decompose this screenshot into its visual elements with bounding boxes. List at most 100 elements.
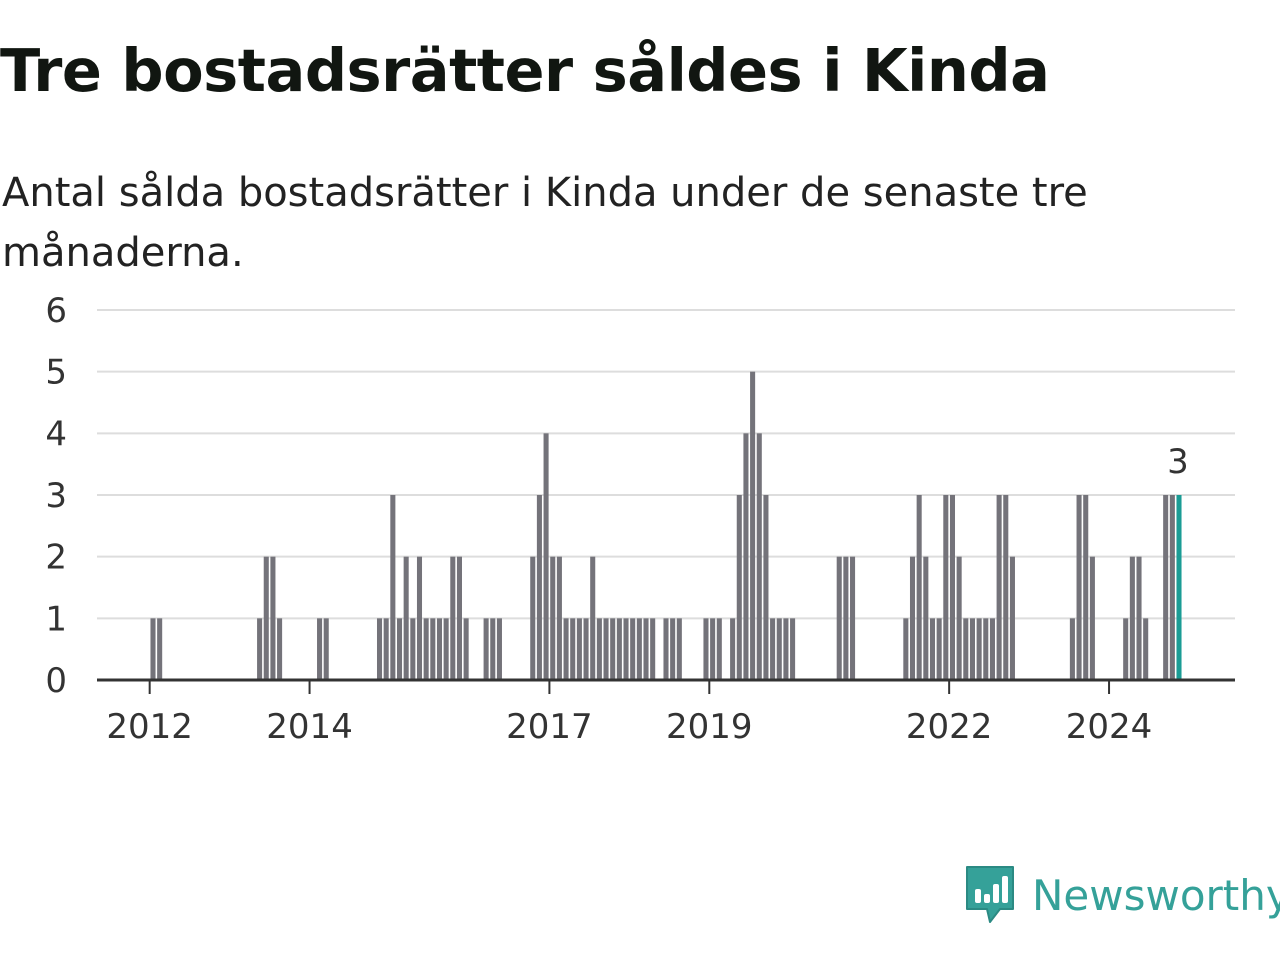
bar [443,618,449,680]
bar [903,618,909,680]
bar [623,618,629,680]
bar [150,618,156,680]
bar [763,495,769,680]
x-tick-label: 2019 [666,707,753,747]
bar [530,556,536,680]
bar [996,495,1002,680]
bar [843,556,849,680]
bar [416,556,423,680]
bar-chart: 0 1 2 3 4 5 6 2012 2014 2017 2019 2022 2024 3 [45,291,1235,747]
bar [1003,495,1009,680]
bar [909,556,916,680]
bar [490,618,496,680]
bar [1129,556,1135,680]
bar [1089,556,1095,680]
bar [923,556,929,680]
bar [1123,618,1129,680]
y-tick-label: 6 [45,291,67,331]
y-tick-label: 0 [45,661,67,701]
bar [317,618,323,680]
bar [676,618,682,680]
bar [643,618,649,680]
bar [270,556,276,680]
bar [730,618,736,680]
bar [536,495,542,680]
bar [943,495,949,680]
bar [1176,495,1182,680]
bar [716,618,722,680]
bar [1143,618,1149,680]
y-tick-label: 2 [45,538,67,578]
bar [1009,556,1015,680]
bar [436,618,443,680]
bar [396,618,403,680]
bar [596,618,602,680]
bar [670,618,676,680]
bar [323,618,329,680]
bar [277,618,283,680]
bar [836,556,842,680]
bar [989,618,995,680]
bar [936,618,942,680]
bar [430,618,436,680]
bar [703,618,709,680]
grid-lines [97,309,1235,620]
bar [790,618,796,680]
bar [663,618,669,680]
bar [969,618,975,680]
bar [590,556,596,680]
bar [956,556,962,680]
chart-title: Tre bostadsrätter såldes i Kinda [0,36,1050,105]
bar [916,495,922,680]
annotations: 3 [1167,442,1189,482]
bar [583,618,589,680]
last-value-label: 3 [1167,442,1189,482]
x-tick-label: 2017 [506,707,593,747]
chart-subtitle: Antal sålda bostadsrätter i Kinda under … [2,170,1088,276]
bar [783,618,789,680]
bar [736,495,742,680]
bar [157,618,163,680]
bar [1083,495,1089,680]
bar [630,618,636,680]
bar [603,618,609,680]
bar [576,618,582,680]
bar [743,433,749,680]
x-tick-label: 2022 [906,707,993,747]
bar [390,495,396,680]
bar [543,433,549,680]
bar [383,618,389,680]
bar [496,618,502,680]
bar [636,618,642,680]
y-tick-label: 3 [45,476,67,516]
bar [963,618,969,680]
bar [770,618,776,680]
bar [650,618,656,680]
bar [570,618,576,680]
bar [710,618,716,680]
x-tick-label: 2012 [106,707,193,747]
bar [376,618,383,680]
y-tick-label: 1 [45,599,67,639]
bar [556,556,562,680]
bar [1076,495,1082,680]
bar [450,556,456,680]
newsworthy-logo-icon [966,866,1014,923]
bar [750,371,756,680]
bar [949,495,956,680]
bars [150,371,1182,680]
bar [983,618,989,680]
bar [403,556,409,680]
bar [616,618,622,680]
bar [1169,495,1175,680]
bar [563,618,569,680]
bar [483,618,489,680]
bar [1069,618,1075,680]
bar [263,556,269,680]
bar [776,618,782,680]
bar [550,556,556,680]
x-tick-label: 2024 [1066,707,1153,747]
y-axis-labels: 0 1 2 3 4 5 6 [45,291,67,701]
x-axis: 2012 2014 2017 2019 2022 2024 [97,678,1235,747]
bar [463,618,469,680]
